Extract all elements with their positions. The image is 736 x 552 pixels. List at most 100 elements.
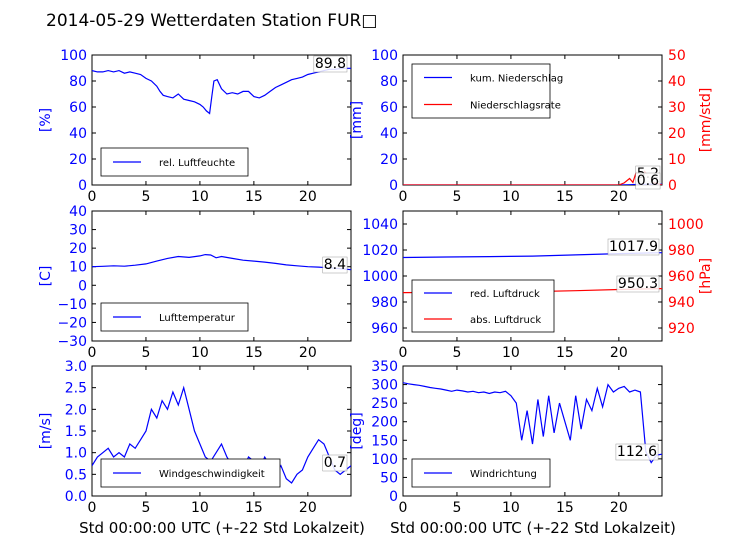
y-tick-label: 0.0: [65, 489, 87, 505]
last-value-label: 112.6: [617, 444, 657, 460]
y-tick-label: 0: [389, 489, 398, 505]
y-tick-label: 100: [371, 452, 398, 468]
y-tick-label-right: 10: [668, 152, 686, 168]
y-axis-label: [C]: [38, 266, 54, 287]
x-tick-label: 0: [399, 189, 408, 205]
series-line-1: [92, 253, 351, 271]
y-tick-label: 10: [69, 260, 87, 276]
x-tick-label: 0: [88, 345, 97, 361]
y-tick-label: 40: [69, 204, 87, 220]
legend-label: abs. Luftdruck: [470, 315, 541, 326]
x-tick-label: 10: [502, 500, 520, 516]
series-line-1: [92, 67, 351, 115]
y-axis-label: [%]: [38, 108, 54, 132]
last-value-label: 0.7: [324, 455, 346, 471]
y-tick-label: 0: [389, 178, 398, 194]
series-line-2: [403, 170, 662, 185]
value-label-bg: [322, 454, 348, 472]
panel-precipitation: 0 5 10 15 20 0 20 40 60 80 100 0 10 20 30 40 50 [mm] [mm/s…: [349, 48, 714, 205]
y-tick-label: 0: [78, 178, 87, 194]
legend-label: Windgeschwindigkeit: [159, 469, 265, 480]
x-tick-label: 0: [399, 345, 408, 361]
x-tick-label: 20: [610, 500, 628, 516]
y-tick-label: 100: [371, 48, 398, 64]
x-axis-label-left: Std 00:00:00 UTC (+-22 Std Lokalzeit): [79, 519, 365, 537]
axes-frame: [91, 210, 352, 342]
y-tick-label: 1020: [362, 243, 398, 259]
y-tick-label: 80: [380, 74, 398, 90]
x-tick-label: 10: [191, 500, 209, 516]
last-value-label: 89.8: [315, 56, 346, 72]
y-tick-label: 300: [371, 378, 398, 394]
y-tick-label: 60: [69, 100, 87, 116]
x-tick-label: 15: [245, 189, 263, 205]
legend-label: kum. Niederschlag: [470, 74, 563, 85]
panel-wind_speed: 0 5 10 15 20 0.0 0.5 1.0 1.5 2.0 2.5 3.0 [m/s] Windge…: [38, 359, 352, 516]
y-tick-label: 1040: [362, 217, 398, 233]
legend-box: [411, 279, 555, 333]
x-tick-label: 15: [556, 189, 574, 205]
y-tick-label: 200: [371, 415, 398, 431]
x-tick-label: 0: [88, 500, 97, 516]
y-axis-label: [m/s]: [38, 413, 54, 450]
y-tick-label: 60: [380, 100, 398, 116]
x-tick-label: 15: [556, 345, 574, 361]
y-tick-label-right: 30: [668, 100, 686, 116]
x-tick-label: 5: [141, 345, 150, 361]
y-tick-label: 0.5: [65, 467, 87, 483]
panel-wind_direction: 0 5 10 15 20050100150200250300350[deg]Windri…: [349, 359, 663, 516]
y-tick-label-right: 940: [668, 295, 695, 311]
panel-humidity: 0 5 10 15 20 0 20 40 60 80 100 [%] rel. Luftfeuchte 8…: [38, 48, 352, 205]
value-label-bg: [616, 275, 660, 293]
y-tick-label: 30: [69, 223, 87, 239]
x-axis-label-right: Std 00:00:00 UTC (+-22 Std Lokalzeit): [390, 519, 676, 537]
x-tick-label: 5: [452, 500, 461, 516]
y-tick-label-right: 40: [668, 74, 686, 90]
y-tick-label-right: 960: [668, 269, 695, 285]
value-label-bg: [313, 55, 348, 73]
legend-box: [411, 63, 551, 119]
x-tick-label: 20: [299, 189, 317, 205]
x-tick-label: 20: [610, 189, 628, 205]
x-tick-label: 0: [399, 500, 408, 516]
y-tick-label: 2.0: [65, 402, 87, 418]
x-tick-label: 5: [452, 189, 461, 205]
y-tick-label: 960: [371, 321, 398, 337]
x-tick-label: 5: [452, 345, 461, 361]
y-axis-label-right: [hPa]: [698, 258, 714, 294]
x-tick-label: 10: [502, 345, 520, 361]
y-tick-label: 20: [69, 152, 87, 168]
y-tick-label: 350: [371, 359, 398, 375]
y-tick-label: 150: [371, 433, 398, 449]
y-tick-label-right: 20: [668, 126, 686, 142]
last-value-label: 950.3: [618, 276, 658, 292]
y-tick-label: 2.5: [65, 381, 87, 397]
y-tick-label: 20: [69, 241, 87, 257]
legend-label: Windrichtung: [470, 469, 537, 480]
x-tick-label: 5: [141, 189, 150, 205]
panel-temperature: 0 5 10 15 20 −30 −20 −10 0 10 20 30 40 [C] Lufttempera…: [38, 204, 352, 361]
value-label-bg: [607, 238, 660, 256]
value-label-bg: [322, 256, 348, 274]
legend-label: red. Luftdruck: [470, 289, 540, 300]
axes-frame: [402, 365, 663, 497]
legend-label: rel. Luftfeuchte: [159, 158, 235, 169]
last-value-label: 1017.9: [609, 239, 658, 255]
x-tick-label: 15: [556, 500, 574, 516]
figure-title: 2014-05-29 Wetterdaten Station FUR□: [46, 11, 377, 31]
series-line-1: [92, 385, 351, 484]
x-tick-label: 20: [299, 345, 317, 361]
x-tick-label: 10: [502, 189, 520, 205]
y-axis-label-right: [mm/std]: [698, 88, 714, 153]
y-tick-label: 20: [380, 152, 398, 168]
last-value-label: 0.6: [637, 173, 659, 189]
legend-label: Niederschlagsrate: [470, 101, 561, 112]
y-tick-label: −20: [57, 315, 87, 331]
y-tick-label: 0: [78, 278, 87, 294]
y-tick-label: 3.0: [65, 359, 87, 375]
y-tick-label: −30: [57, 334, 87, 350]
y-tick-label: 980: [371, 295, 398, 311]
series-line-1: [403, 382, 662, 464]
x-tick-label: 10: [191, 189, 209, 205]
